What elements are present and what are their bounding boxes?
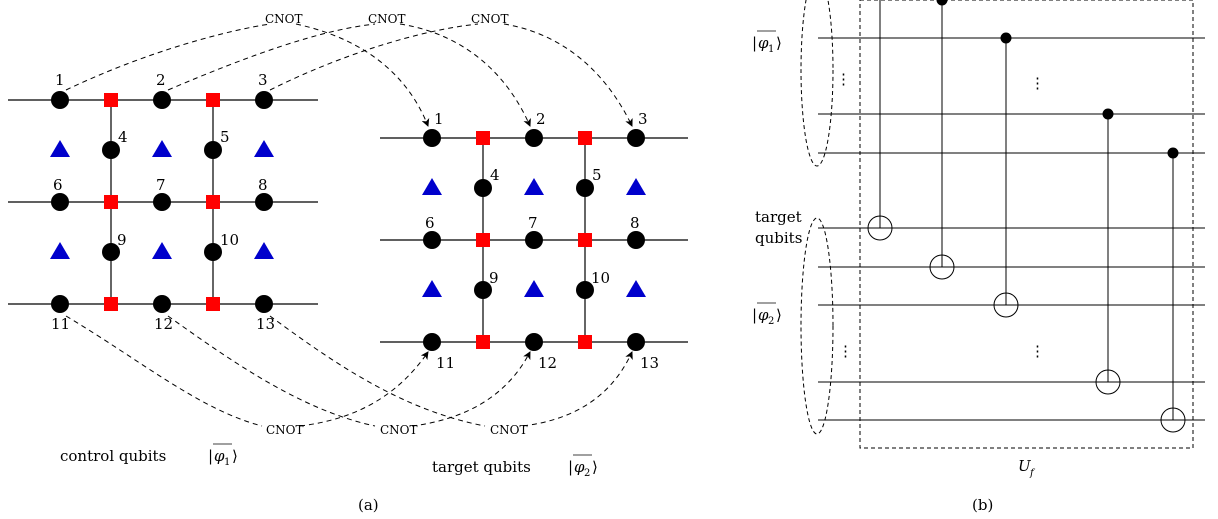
svg-text:5: 5 (220, 128, 230, 146)
caption-b: (b) (972, 496, 993, 514)
svg-text:CNOT: CNOT (471, 12, 509, 26)
svg-text:9: 9 (489, 269, 499, 287)
cnot-gates (867, 0, 1186, 433)
svg-text:target: target (755, 208, 802, 226)
target-edge-squares (476, 131, 592, 349)
svg-text:13: 13 (640, 354, 659, 372)
svg-text:|: | (568, 458, 573, 476)
svg-text:10: 10 (591, 269, 610, 287)
target-plaquettes (422, 178, 646, 297)
svg-text:4: 4 (490, 166, 500, 184)
svg-text:qubits: qubits (755, 229, 802, 247)
control-node-labels: 1 2 3 4 5 6 7 8 9 10 11 12 13 (51, 71, 275, 333)
circuit-labels: | φ 1 ⟩ ⋮ ⋮ target qubits | φ 2 ⟩ ⋮ ⋮ U … (752, 30, 1045, 479)
svg-text:φ: φ (758, 306, 769, 324)
svg-text:φ: φ (214, 447, 225, 465)
svg-text:12: 12 (154, 315, 173, 333)
svg-text:CNOT: CNOT (368, 12, 406, 26)
caption-a: (a) (358, 496, 379, 514)
svg-text:8: 8 (630, 214, 640, 232)
svg-text:9: 9 (117, 231, 127, 249)
svg-text:1: 1 (55, 71, 65, 89)
svg-text:target qubits: target qubits (432, 458, 531, 476)
svg-text:CNOT: CNOT (380, 423, 418, 437)
svg-text:11: 11 (51, 315, 70, 333)
svg-text:11: 11 (436, 354, 455, 372)
svg-text:5: 5 (592, 166, 602, 184)
svg-text:1: 1 (224, 457, 230, 468)
svg-text:control qubits: control qubits (60, 447, 166, 465)
svg-text:13: 13 (256, 315, 275, 333)
svg-text:7: 7 (156, 176, 166, 194)
svg-text:φ: φ (758, 34, 769, 52)
svg-text:2: 2 (156, 71, 166, 89)
svg-text:⟩: ⟩ (592, 458, 598, 476)
svg-text:8: 8 (258, 176, 268, 194)
svg-text:3: 3 (638, 110, 648, 128)
svg-text:7: 7 (528, 214, 538, 232)
svg-text:10: 10 (220, 231, 239, 249)
control-qubits-label: control qubits | φ 1 ⟩ (60, 443, 238, 468)
control-edge-squares (104, 93, 220, 311)
control-vertices (51, 91, 273, 313)
svg-text:CNOT: CNOT (490, 423, 528, 437)
svg-text:|: | (752, 306, 757, 324)
cnot-arrows (65, 23, 633, 427)
svg-text:12: 12 (538, 354, 557, 372)
svg-text:⋮: ⋮ (1030, 74, 1045, 92)
svg-text:⟩: ⟩ (776, 306, 782, 324)
svg-text:2: 2 (584, 468, 590, 479)
svg-text:6: 6 (53, 176, 63, 194)
svg-text:1: 1 (768, 44, 774, 55)
svg-text:⋮: ⋮ (838, 342, 853, 360)
svg-text:|: | (752, 34, 757, 52)
svg-text:1: 1 (434, 110, 444, 128)
svg-text:CNOT: CNOT (265, 12, 303, 26)
svg-text:2: 2 (768, 316, 774, 327)
svg-text:⟩: ⟩ (776, 34, 782, 52)
svg-text:3: 3 (258, 71, 268, 89)
target-node-labels: 1 2 3 4 5 6 7 8 9 10 11 12 13 (425, 110, 659, 372)
svg-text:f: f (1029, 468, 1036, 479)
uf-box (859, 0, 1194, 449)
svg-text:φ: φ (574, 458, 585, 476)
svg-text:|: | (208, 447, 213, 465)
wires (818, 37, 1205, 421)
target-vertices (423, 129, 645, 351)
control-plaquettes (50, 140, 274, 259)
svg-text:⋮: ⋮ (1030, 342, 1045, 360)
svg-text:⟩: ⟩ (232, 447, 238, 465)
svg-text:6: 6 (425, 214, 435, 232)
cnot-labels: CNOT CNOT CNOT CNOT CNOT CNOT (265, 12, 528, 437)
svg-text:U: U (1018, 457, 1032, 475)
svg-text:⋮: ⋮ (836, 70, 851, 88)
qubit-ellipses (800, 0, 834, 435)
svg-text:2: 2 (536, 110, 546, 128)
target-qubits-label: target qubits | φ 2 ⟩ (432, 454, 598, 479)
svg-text:4: 4 (118, 128, 128, 146)
svg-text:CNOT: CNOT (266, 423, 304, 437)
